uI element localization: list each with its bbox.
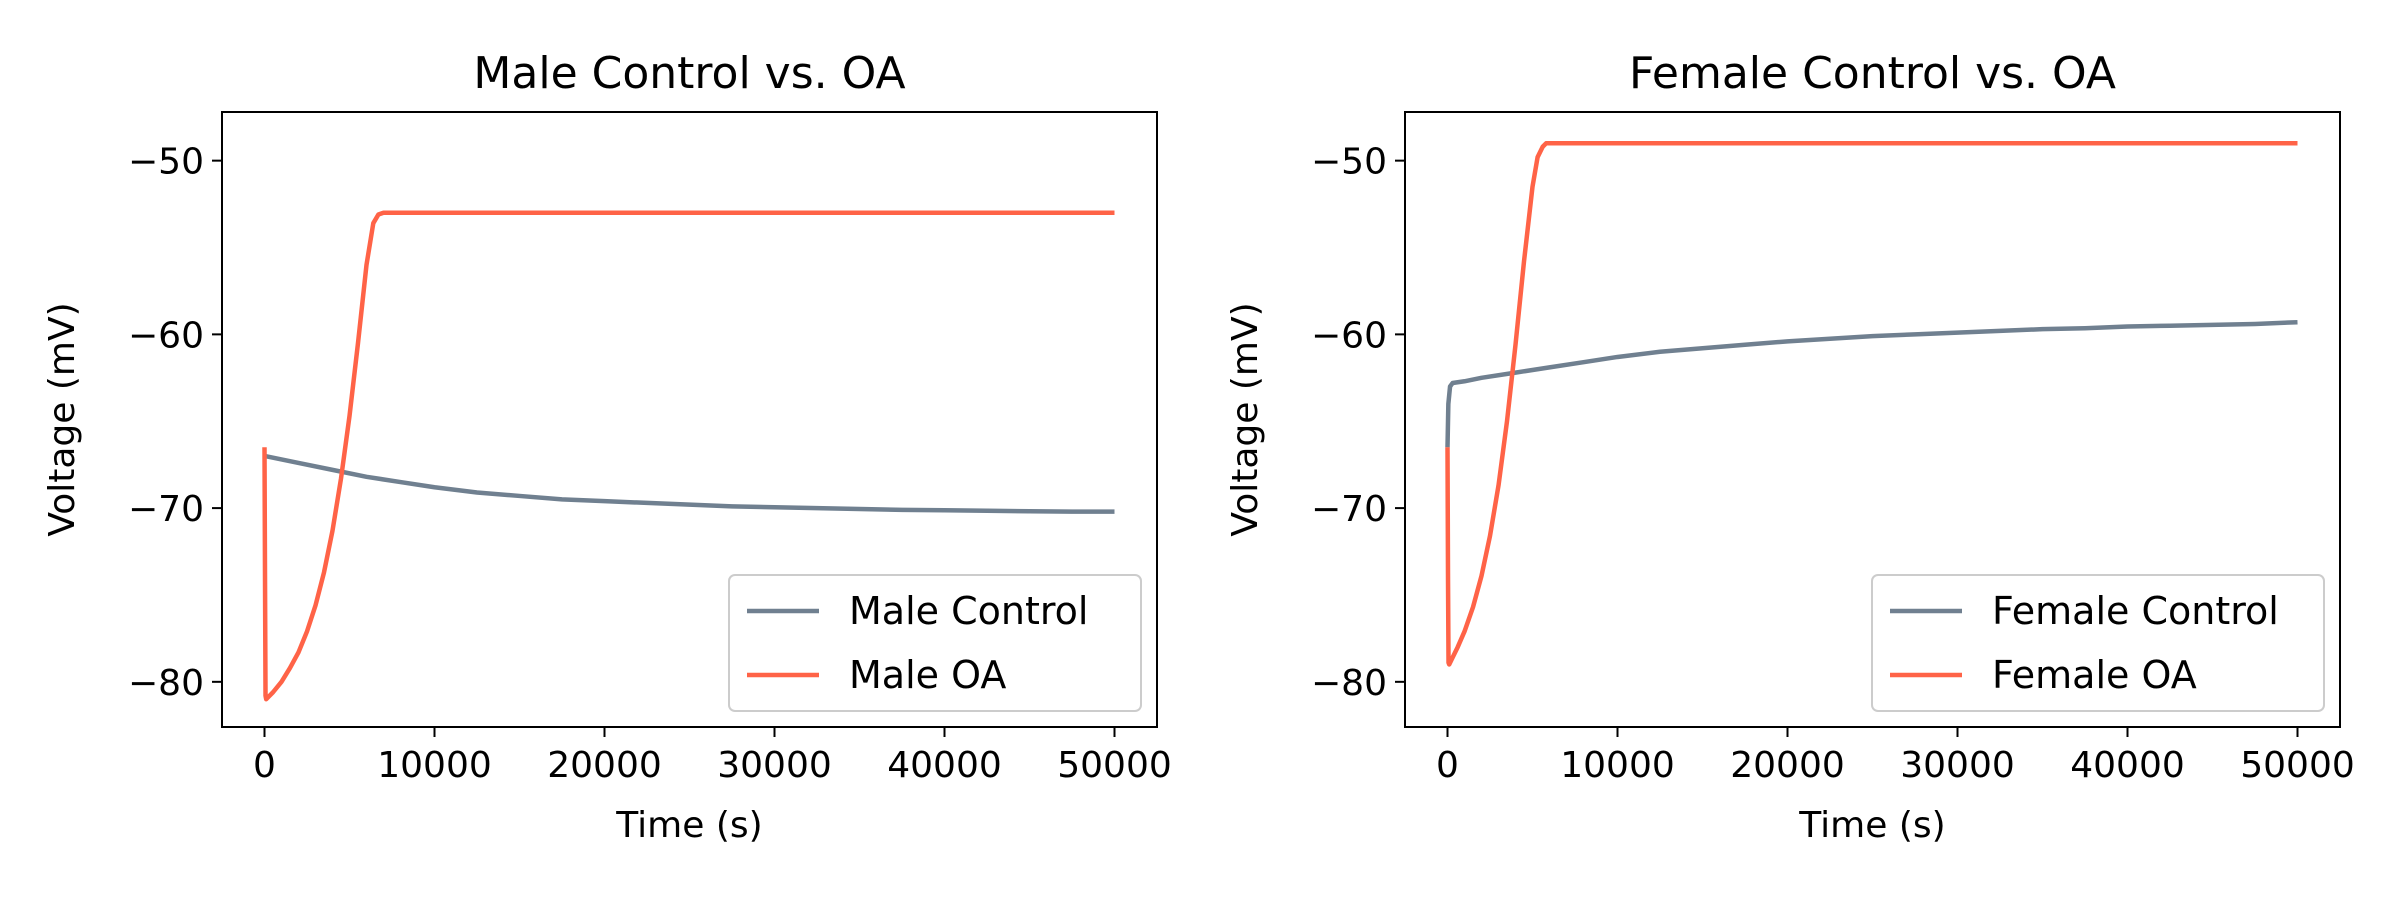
legend-box (1871, 574, 2325, 712)
series-line-male-oa (262, 210, 1115, 702)
plot-frame (221, 111, 1158, 728)
x-tick-label: 30000 (1900, 745, 2015, 786)
chart-panel-female: Female Control vs. OA 0 10000 20000 30000 400… (1225, 48, 2355, 846)
legend-label-female-oa: Female OA (1992, 653, 2197, 697)
chart-title: Female Control vs. OA (1629, 48, 2116, 99)
legend-label-male-control: Male Control (849, 589, 1088, 633)
y-tick-label: −60 (1311, 315, 1387, 356)
legend: Female Control Female OA (1871, 574, 2325, 712)
x-tick-label: 0 (1436, 745, 1459, 786)
x-tick-label: 0 (253, 745, 276, 786)
x-axis-label: Time (s) (615, 805, 762, 846)
series-line-female-control (1445, 319, 2298, 448)
x-tick-label: 10000 (1560, 745, 1675, 786)
y-tick-label: −70 (128, 489, 204, 530)
legend-label-male-oa: Male OA (849, 653, 1006, 697)
plot-frame (1404, 111, 2341, 728)
legend: Male Control Male OA (728, 574, 1142, 712)
series-line-male-control (264, 453, 1115, 514)
y-tick-label: −80 (128, 663, 204, 704)
y-axis-label: Voltage (mV) (1225, 302, 1266, 536)
x-tick-label: 30000 (717, 745, 832, 786)
x-tick-label: 20000 (547, 745, 662, 786)
x-tick-label: 40000 (887, 745, 1002, 786)
y-tick-label: −70 (1311, 489, 1387, 530)
x-tick-label: 10000 (377, 745, 492, 786)
x-tick-label: 40000 (2070, 745, 2185, 786)
x-tick-label: 50000 (1057, 745, 1172, 786)
x-axis-label: Time (s) (1798, 805, 1945, 846)
legend-label-female-control: Female Control (1992, 589, 2279, 633)
x-tick-label: 20000 (1730, 745, 1845, 786)
y-tick-label: −80 (1311, 663, 1387, 704)
x-tick-label: 50000 (2240, 745, 2355, 786)
chart-title: Male Control vs. OA (473, 48, 905, 99)
y-tick-label: −60 (128, 315, 204, 356)
legend-box (728, 574, 1142, 712)
series-line-female-oa (1445, 141, 2298, 667)
chart-panel-male: Male Control vs. OA 0 10000 20000 30000 40000… (42, 48, 1172, 846)
y-tick-label: −50 (128, 142, 204, 183)
y-tick-label: −50 (1311, 142, 1387, 183)
y-axis-label: Voltage (mV) (42, 302, 83, 536)
